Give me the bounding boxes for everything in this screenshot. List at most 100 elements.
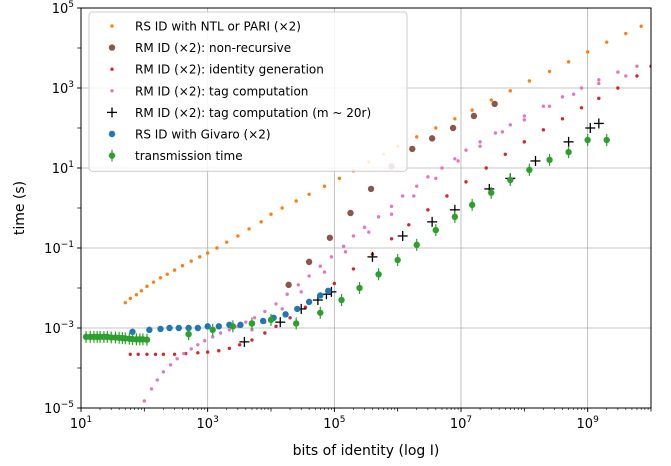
data-point xyxy=(367,230,371,234)
y-tick-label: 10−5 xyxy=(44,400,74,417)
data-point xyxy=(247,227,251,231)
data-point xyxy=(161,370,166,374)
data-point xyxy=(269,212,273,216)
data-point xyxy=(440,166,444,170)
legend-marker xyxy=(108,44,116,51)
data-point xyxy=(182,351,186,356)
data-point xyxy=(639,24,643,28)
data-point xyxy=(546,153,553,166)
data-point xyxy=(579,106,584,110)
legend-marker xyxy=(108,149,116,162)
data-point xyxy=(415,135,419,139)
data-point xyxy=(541,104,546,108)
data-point xyxy=(172,352,177,357)
data-point xyxy=(624,74,628,78)
data-point xyxy=(209,323,216,336)
data-point xyxy=(415,184,419,188)
data-point xyxy=(426,208,430,212)
data-point xyxy=(470,112,478,120)
y-tick-label: 105 xyxy=(52,0,74,17)
data-point xyxy=(585,50,590,54)
data-point xyxy=(329,255,334,259)
data-point xyxy=(488,186,495,199)
data-point xyxy=(296,283,301,287)
data-point xyxy=(267,313,275,326)
data-point xyxy=(326,234,334,241)
x-tick-label: 109 xyxy=(577,415,600,432)
data-point xyxy=(560,95,565,99)
data-point xyxy=(196,351,200,355)
data-point xyxy=(362,225,367,229)
data-point xyxy=(484,166,488,170)
data-point xyxy=(153,352,158,357)
series-2 xyxy=(128,64,651,357)
data-point xyxy=(259,220,263,224)
data-point xyxy=(244,320,248,324)
data-point xyxy=(547,69,552,74)
x-tick-label: 101 xyxy=(70,415,92,432)
data-point xyxy=(189,347,193,351)
data-point xyxy=(128,296,132,301)
data-point xyxy=(527,79,532,83)
data-point xyxy=(215,323,223,330)
data-point xyxy=(547,104,552,108)
data-point xyxy=(175,324,182,332)
data-point xyxy=(400,194,405,198)
data-point xyxy=(579,86,584,90)
data-point xyxy=(285,292,289,296)
data-point xyxy=(151,280,156,284)
data-point xyxy=(282,311,289,318)
data-point xyxy=(155,378,159,382)
data-point xyxy=(189,259,193,263)
data-point xyxy=(175,357,179,361)
data-point xyxy=(205,251,210,255)
y-tick-label: 101 xyxy=(52,160,74,177)
data-point xyxy=(165,272,169,277)
data-point xyxy=(274,324,278,329)
data-point xyxy=(530,155,541,166)
legend-marker xyxy=(108,130,116,138)
data-point xyxy=(305,258,313,266)
data-point xyxy=(593,118,604,129)
x-axis-label: bits of identity (log I) xyxy=(293,443,440,459)
data-point xyxy=(294,305,301,313)
data-point xyxy=(307,192,311,197)
data-point xyxy=(522,114,527,118)
legend-label: transmission time xyxy=(135,149,243,163)
data-point xyxy=(565,146,572,159)
data-point xyxy=(432,224,439,237)
y-tick-label: 10−3 xyxy=(44,320,74,337)
data-point xyxy=(149,387,154,391)
legend-marker xyxy=(110,24,114,28)
data-point xyxy=(215,246,219,250)
data-point xyxy=(317,306,324,319)
y-axis-ticks: 10−5 10−3 10−1 101 103 105 xyxy=(44,0,81,417)
data-point xyxy=(603,134,610,147)
data-point xyxy=(139,289,144,293)
legend-marker xyxy=(107,107,117,118)
data-point xyxy=(236,234,240,238)
data-point xyxy=(194,324,202,332)
data-point xyxy=(468,198,476,211)
data-point xyxy=(196,343,200,347)
series-0 xyxy=(123,24,643,305)
data-point xyxy=(239,336,250,347)
data-point xyxy=(288,316,292,320)
data-point xyxy=(635,64,639,68)
data-point xyxy=(285,281,292,289)
data-point xyxy=(274,302,278,306)
y-tick-label: 103 xyxy=(52,80,74,97)
data-point xyxy=(237,343,242,347)
data-point xyxy=(305,298,313,306)
data-point xyxy=(280,307,284,311)
data-point xyxy=(389,212,394,216)
legend: RS ID with NTL or PARI (×2) RM ID (×2): n… xyxy=(88,11,408,172)
x-axis-ticks: 101 103 105 107 109 xyxy=(70,408,652,432)
data-point xyxy=(129,328,136,336)
data-point xyxy=(259,317,267,325)
data-point xyxy=(263,309,267,314)
data-point xyxy=(143,333,151,346)
data-point xyxy=(337,176,342,181)
data-point xyxy=(145,284,149,289)
data-point xyxy=(434,126,438,130)
